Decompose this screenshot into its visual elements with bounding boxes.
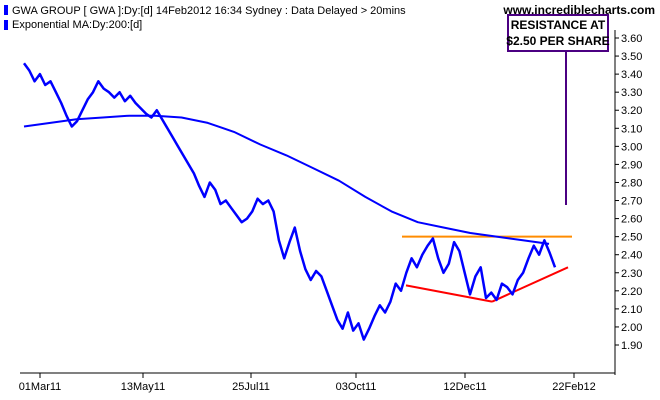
y-tick-label: 2.10 (621, 304, 642, 316)
y-tick-label: 2.70 (621, 196, 642, 208)
y-tick-label: 3.60 (621, 33, 642, 45)
y-tick-label: 2.40 (621, 250, 642, 262)
y-tick-label: 2.00 (621, 322, 642, 334)
y-tick-label: 3.00 (621, 141, 642, 153)
x-tick-label: 12Dec11 (443, 381, 486, 393)
x-tick-label: 25Jul11 (232, 381, 270, 393)
y-tick-label: 2.20 (621, 286, 642, 298)
chart-legend: GWA GROUP [ GWA ]:Dy:[d] 14Feb2012 16:34… (4, 5, 406, 31)
x-tick-label: 22Feb12 (552, 381, 595, 393)
y-tick-label: 3.50 (621, 51, 642, 63)
series-ema-line (23, 114, 550, 245)
y-tick-label: 2.80 (621, 177, 642, 189)
series-price-line (22, 62, 557, 341)
legend-price: GWA GROUP [ GWA ]:Dy:[d] 14Feb2012 16:34… (12, 5, 406, 17)
series-group (22, 62, 557, 341)
trend-lines (402, 235, 572, 303)
callout-box (507, 14, 609, 52)
y-tick-label: 3.20 (621, 105, 642, 117)
y-tick-label: 3.10 (621, 123, 642, 135)
y-tick-label: 1.90 (621, 340, 642, 352)
legend-ma: Exponential MA:Dy:200:[d] (12, 19, 142, 31)
y-tick-label: 3.30 (621, 87, 642, 99)
legend-marker-price (4, 5, 8, 15)
x-tick-label: 03Oct11 (336, 381, 377, 393)
callout-line-1: RESISTANCE AT (511, 18, 606, 32)
x-tick-label: 13May11 (121, 381, 165, 393)
x-tick-label: 01Mar11 (19, 381, 62, 393)
y-tick-label: 3.40 (621, 69, 642, 81)
y-tick-label: 2.30 (621, 268, 642, 280)
y-tick-label: 2.50 (621, 232, 642, 244)
x-axis-ticks: 01Mar11 13May11 25Jul11 03Oct11 12Dec11 22Feb… (19, 373, 596, 393)
y-axis-ticks: 1.90 2.00 2.10 2.20 2.30 2.40 2.50 2.60 2.70 2.80… (615, 33, 642, 352)
support-line (405, 284, 493, 303)
legend-marker-ma (4, 20, 8, 30)
site-label: www.incrediblecharts.com (502, 3, 655, 17)
resistance-callout: RESISTANCE AT $2.50 PER SHARE (506, 14, 610, 205)
y-tick-label: 2.90 (621, 159, 642, 171)
callout-line-2: $2.50 PER SHARE (506, 34, 609, 48)
support-line (491, 266, 569, 303)
y-tick-label: 2.60 (621, 214, 642, 226)
